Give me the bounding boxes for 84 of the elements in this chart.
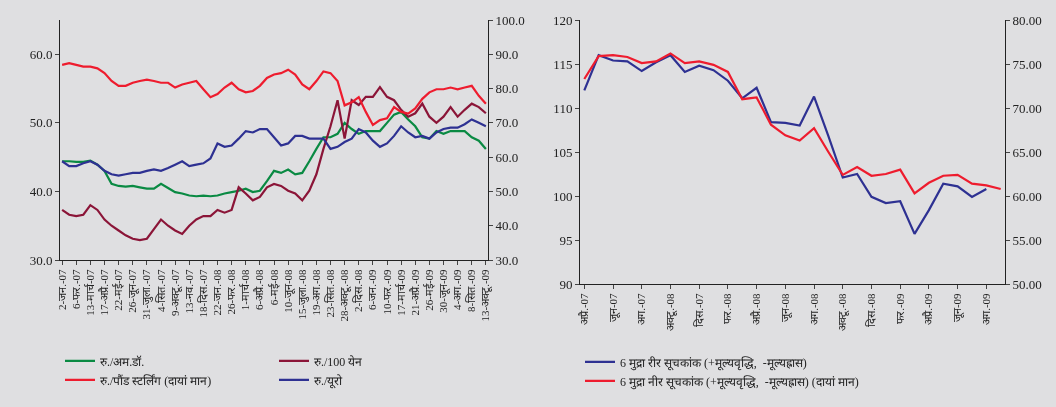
x-tick-label: 6-अप्रै.-08 [253, 268, 266, 310]
y2-tick-label: 90.0 [495, 46, 519, 62]
y2-tick-label: 30.0 [495, 252, 519, 268]
x-tick-label: अक्टू.-08 [836, 292, 851, 331]
x-tick-label: 8-सित.-09 [465, 268, 478, 312]
x-tick-label: 4-अग.-09 [451, 268, 464, 310]
x-tick-label: 13-नव.-07 [182, 268, 195, 314]
x-tick-label: 13-मार्च-07 [83, 268, 96, 316]
x-tick-label: 28-अक्टू.-08 [338, 268, 353, 322]
legend-label: 6 मुद्रा नीर सूचकांक (+मूल्यवृद्धि, -मूल्यह्रास) (दायां मान) [620, 374, 859, 390]
y2-tick-label: 40.0 [495, 218, 519, 234]
y2-tick-label: 80.00 [1012, 12, 1042, 28]
x-tick-label: 6-जन.-09 [366, 268, 379, 310]
x-tick-label: 2-दिस.-08 [352, 268, 365, 312]
y-tick-label: 90 [559, 276, 573, 292]
y2-tick-label: 55.00 [1012, 232, 1042, 248]
legend-label: रु./अम.डॉ. [100, 354, 145, 369]
y2-tick-label: 50.00 [1012, 276, 1042, 292]
x-tick-label: जून-09 [951, 292, 966, 323]
x-tick-label: 15-जुला.-08 [295, 268, 309, 320]
line-series [583, 52, 1002, 195]
y2-tick-label: 70.00 [1012, 100, 1042, 116]
y2-tick-label: 65.00 [1012, 144, 1042, 160]
legend-label: रु./100 येन [314, 354, 363, 369]
y-tick-label: 30.0 [29, 252, 53, 268]
x-tick-label: 23-सित.-08 [324, 268, 337, 318]
x-tick-label: 1-मार्च-08 [239, 268, 252, 311]
x-tick-label: 26-फर.-08 [225, 268, 238, 315]
y-tick-label: 50.0 [29, 115, 53, 131]
x-tick-label: 6-मई-08 [267, 268, 280, 306]
x-tick-label: 18-दिस.-07 [196, 268, 209, 318]
x-tick-label: अग.-08 [807, 292, 820, 325]
x-tick-label: अप्रै.-09 [922, 292, 935, 325]
x-tick-label: 9-अक्टू.-07 [168, 268, 183, 316]
y2-tick-label: 50.0 [495, 183, 519, 199]
x-tick-label: 17-अप्रै.-07 [98, 268, 111, 316]
y-tick-label: 100 [552, 188, 573, 204]
y2-tick-label: 100.0 [495, 12, 525, 28]
y-tick-label: 60.0 [29, 46, 53, 62]
x-tick-label: 21-अप्रै.-09 [408, 268, 421, 316]
x-tick-label: 22-मई-07 [112, 268, 125, 311]
y2-tick-label: 70.0 [495, 115, 519, 131]
x-tick-label: जून-07 [606, 292, 621, 323]
x-tick-label: अक्टू.-08 [664, 292, 679, 331]
x-tick-label: 30-जून-09 [437, 268, 452, 313]
y-tick-label: 120 [552, 12, 573, 28]
x-tick-label: 4-सित.-07 [154, 268, 167, 312]
x-tick-label: जून-08 [778, 292, 793, 323]
line-series [61, 118, 487, 177]
x-tick-label: 10-फर.-09 [380, 268, 393, 315]
x-tick-label: दिस.-08 [865, 292, 878, 327]
x-tick-label: 19-अग.-08 [309, 268, 322, 316]
x-tick-label: फर.-08 [721, 292, 734, 324]
x-tick-label: 22-जन.-08 [211, 268, 224, 316]
x-tick-label: 26-मई-09 [422, 268, 435, 311]
line-series [61, 110, 487, 198]
x-tick-label: 13-अक्टू.-09 [479, 268, 494, 322]
y2-tick-label: 80.0 [495, 81, 519, 97]
line-series [61, 62, 487, 127]
x-tick-label: दिस.-07 [692, 292, 705, 327]
x-tick-label: 10-जून-08 [281, 268, 296, 313]
x-tick-label: 2-जन.-07 [55, 268, 68, 310]
y2-tick-label: 60.00 [1012, 188, 1042, 204]
x-tick-label: अप्रै.-08 [750, 292, 763, 325]
y-tick-label: 110 [553, 100, 573, 116]
x-tick-label: अप्रै.-07 [577, 292, 590, 325]
legend-label: रु./यूरो [314, 373, 344, 389]
legend-label: रु./पौंड स्टर्लिंग (दायां मान) [100, 373, 212, 388]
y-tick-label: 115 [553, 56, 573, 72]
x-tick-label: 6-फर.-07 [69, 268, 82, 309]
x-tick-label: फर.-09 [893, 292, 906, 324]
y2-tick-label: 75.00 [1012, 56, 1042, 72]
x-tick-label: अग.-07 [635, 292, 648, 325]
y-tick-label: 105 [552, 144, 573, 160]
y-tick-label: 40.0 [29, 183, 53, 199]
line-series [583, 54, 988, 235]
x-tick-label: 17-मार्च-09 [394, 268, 407, 316]
y2-tick-label: 60.0 [495, 149, 519, 165]
y-tick-label: 95 [559, 232, 573, 248]
x-tick-label: 31-जुला.-07 [140, 268, 154, 320]
x-tick-label: 26-जून-07 [126, 268, 141, 313]
legend-label: 6 मुद्रा रीर सूचकांक (+मूल्यवृद्धि, -मूल्यह्रास) [620, 355, 807, 371]
x-tick-label: अग.-09 [979, 292, 992, 325]
line-series [61, 86, 487, 242]
